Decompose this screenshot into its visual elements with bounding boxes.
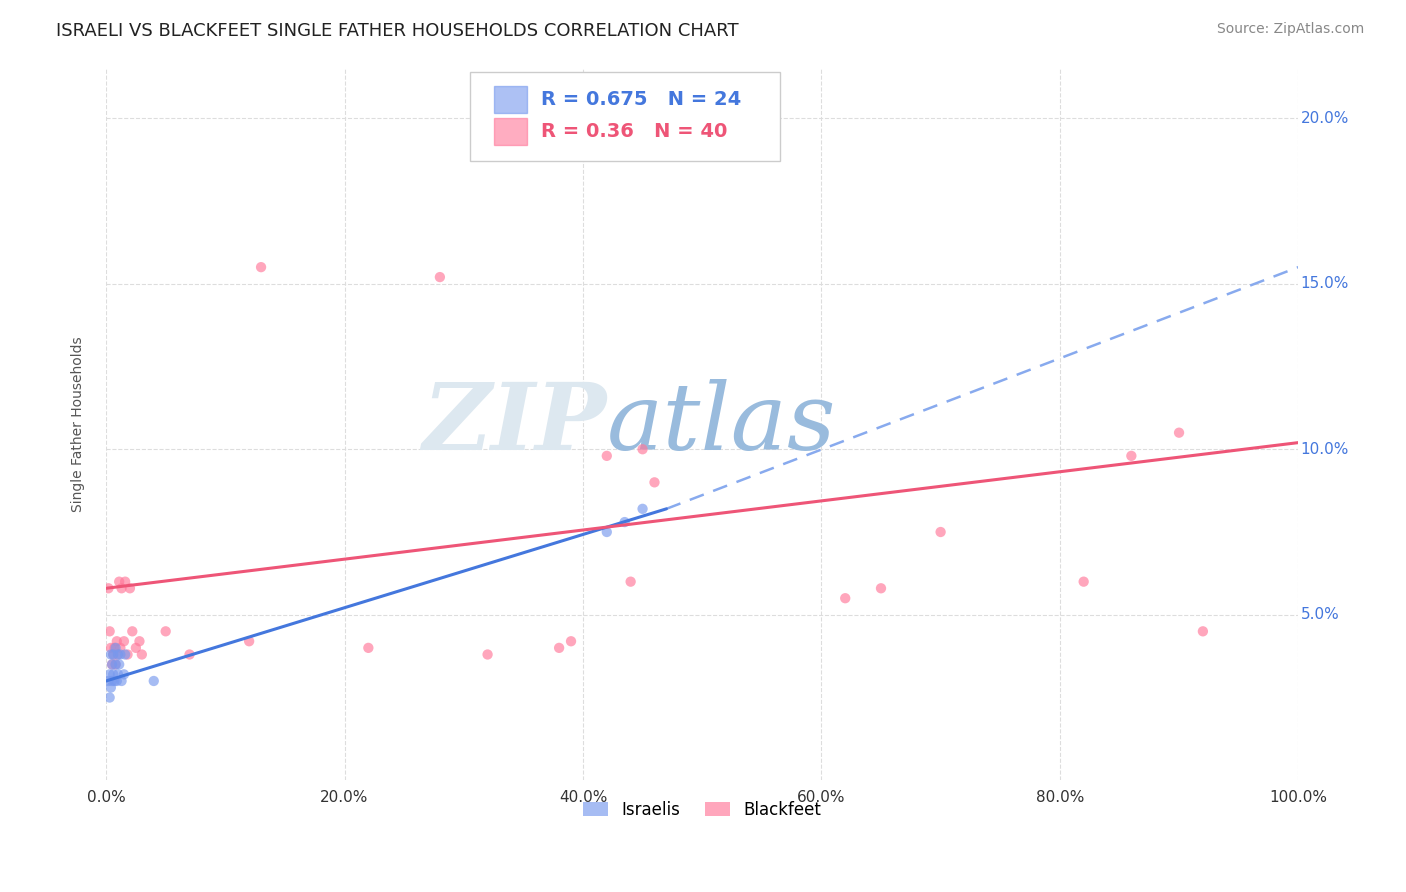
Point — [643, 475, 665, 490]
Point — [117, 648, 139, 662]
Point — [103, 667, 125, 681]
Point — [131, 648, 153, 662]
Point — [110, 582, 132, 596]
Point — [125, 640, 148, 655]
Point — [110, 648, 132, 662]
Point — [107, 648, 129, 662]
Point — [238, 634, 260, 648]
Point — [103, 648, 125, 662]
FancyBboxPatch shape — [470, 72, 780, 161]
Text: Source: ZipAtlas.com: Source: ZipAtlas.com — [1216, 22, 1364, 37]
Point — [114, 648, 136, 662]
Point — [596, 449, 619, 463]
Text: ZIP: ZIP — [423, 379, 607, 469]
Point — [357, 640, 380, 655]
Point — [98, 667, 121, 681]
Point — [155, 624, 177, 639]
Point — [108, 657, 131, 672]
Point — [1073, 574, 1095, 589]
Point — [101, 657, 124, 672]
Point — [97, 673, 120, 688]
Text: R = 0.675   N = 24: R = 0.675 N = 24 — [541, 89, 741, 109]
Point — [100, 648, 122, 662]
Point — [107, 667, 129, 681]
Point — [105, 634, 128, 648]
Point — [97, 582, 120, 596]
Point — [477, 648, 499, 662]
Text: R = 0.36   N = 40: R = 0.36 N = 40 — [541, 122, 727, 141]
Point — [104, 657, 127, 672]
Point — [613, 515, 636, 529]
Point — [104, 640, 127, 655]
Text: 5.0%: 5.0% — [1301, 607, 1340, 623]
Text: 10.0%: 10.0% — [1301, 442, 1348, 457]
Point — [98, 624, 121, 639]
Point — [142, 673, 165, 688]
Point — [929, 524, 952, 539]
Point — [103, 648, 125, 662]
Point — [128, 634, 150, 648]
Point — [108, 574, 131, 589]
Point — [98, 690, 121, 705]
Text: 20.0%: 20.0% — [1301, 111, 1348, 126]
Point — [121, 624, 143, 639]
Point — [1121, 449, 1143, 463]
Point — [103, 673, 125, 688]
Point — [834, 591, 856, 606]
Point — [104, 657, 127, 672]
Point — [631, 442, 654, 457]
Point — [620, 574, 643, 589]
Point — [250, 260, 273, 275]
Text: 15.0%: 15.0% — [1301, 277, 1348, 291]
Point — [101, 657, 124, 672]
Point — [548, 640, 571, 655]
Point — [103, 640, 125, 655]
Text: ISRAELI VS BLACKFEET SINGLE FATHER HOUSEHOLDS CORRELATION CHART: ISRAELI VS BLACKFEET SINGLE FATHER HOUSE… — [56, 22, 740, 40]
Point — [100, 640, 122, 655]
Point — [105, 673, 128, 688]
Point — [560, 634, 582, 648]
Point — [112, 667, 135, 681]
Point — [110, 673, 132, 688]
Point — [870, 582, 893, 596]
Point — [101, 673, 124, 688]
FancyBboxPatch shape — [494, 86, 527, 112]
Point — [631, 501, 654, 516]
Point — [429, 270, 451, 285]
Point — [1168, 425, 1191, 440]
Point — [596, 524, 619, 539]
Legend: Israelis, Blackfeet: Israelis, Blackfeet — [576, 794, 828, 825]
Point — [1192, 624, 1215, 639]
Y-axis label: Single Father Households: Single Father Households — [72, 336, 86, 512]
Text: atlas: atlas — [607, 379, 837, 469]
Point — [110, 640, 132, 655]
Point — [100, 681, 122, 695]
FancyBboxPatch shape — [494, 119, 527, 145]
Point — [179, 648, 201, 662]
Point — [118, 582, 141, 596]
Point — [114, 574, 136, 589]
Point — [112, 634, 135, 648]
Point — [107, 648, 129, 662]
